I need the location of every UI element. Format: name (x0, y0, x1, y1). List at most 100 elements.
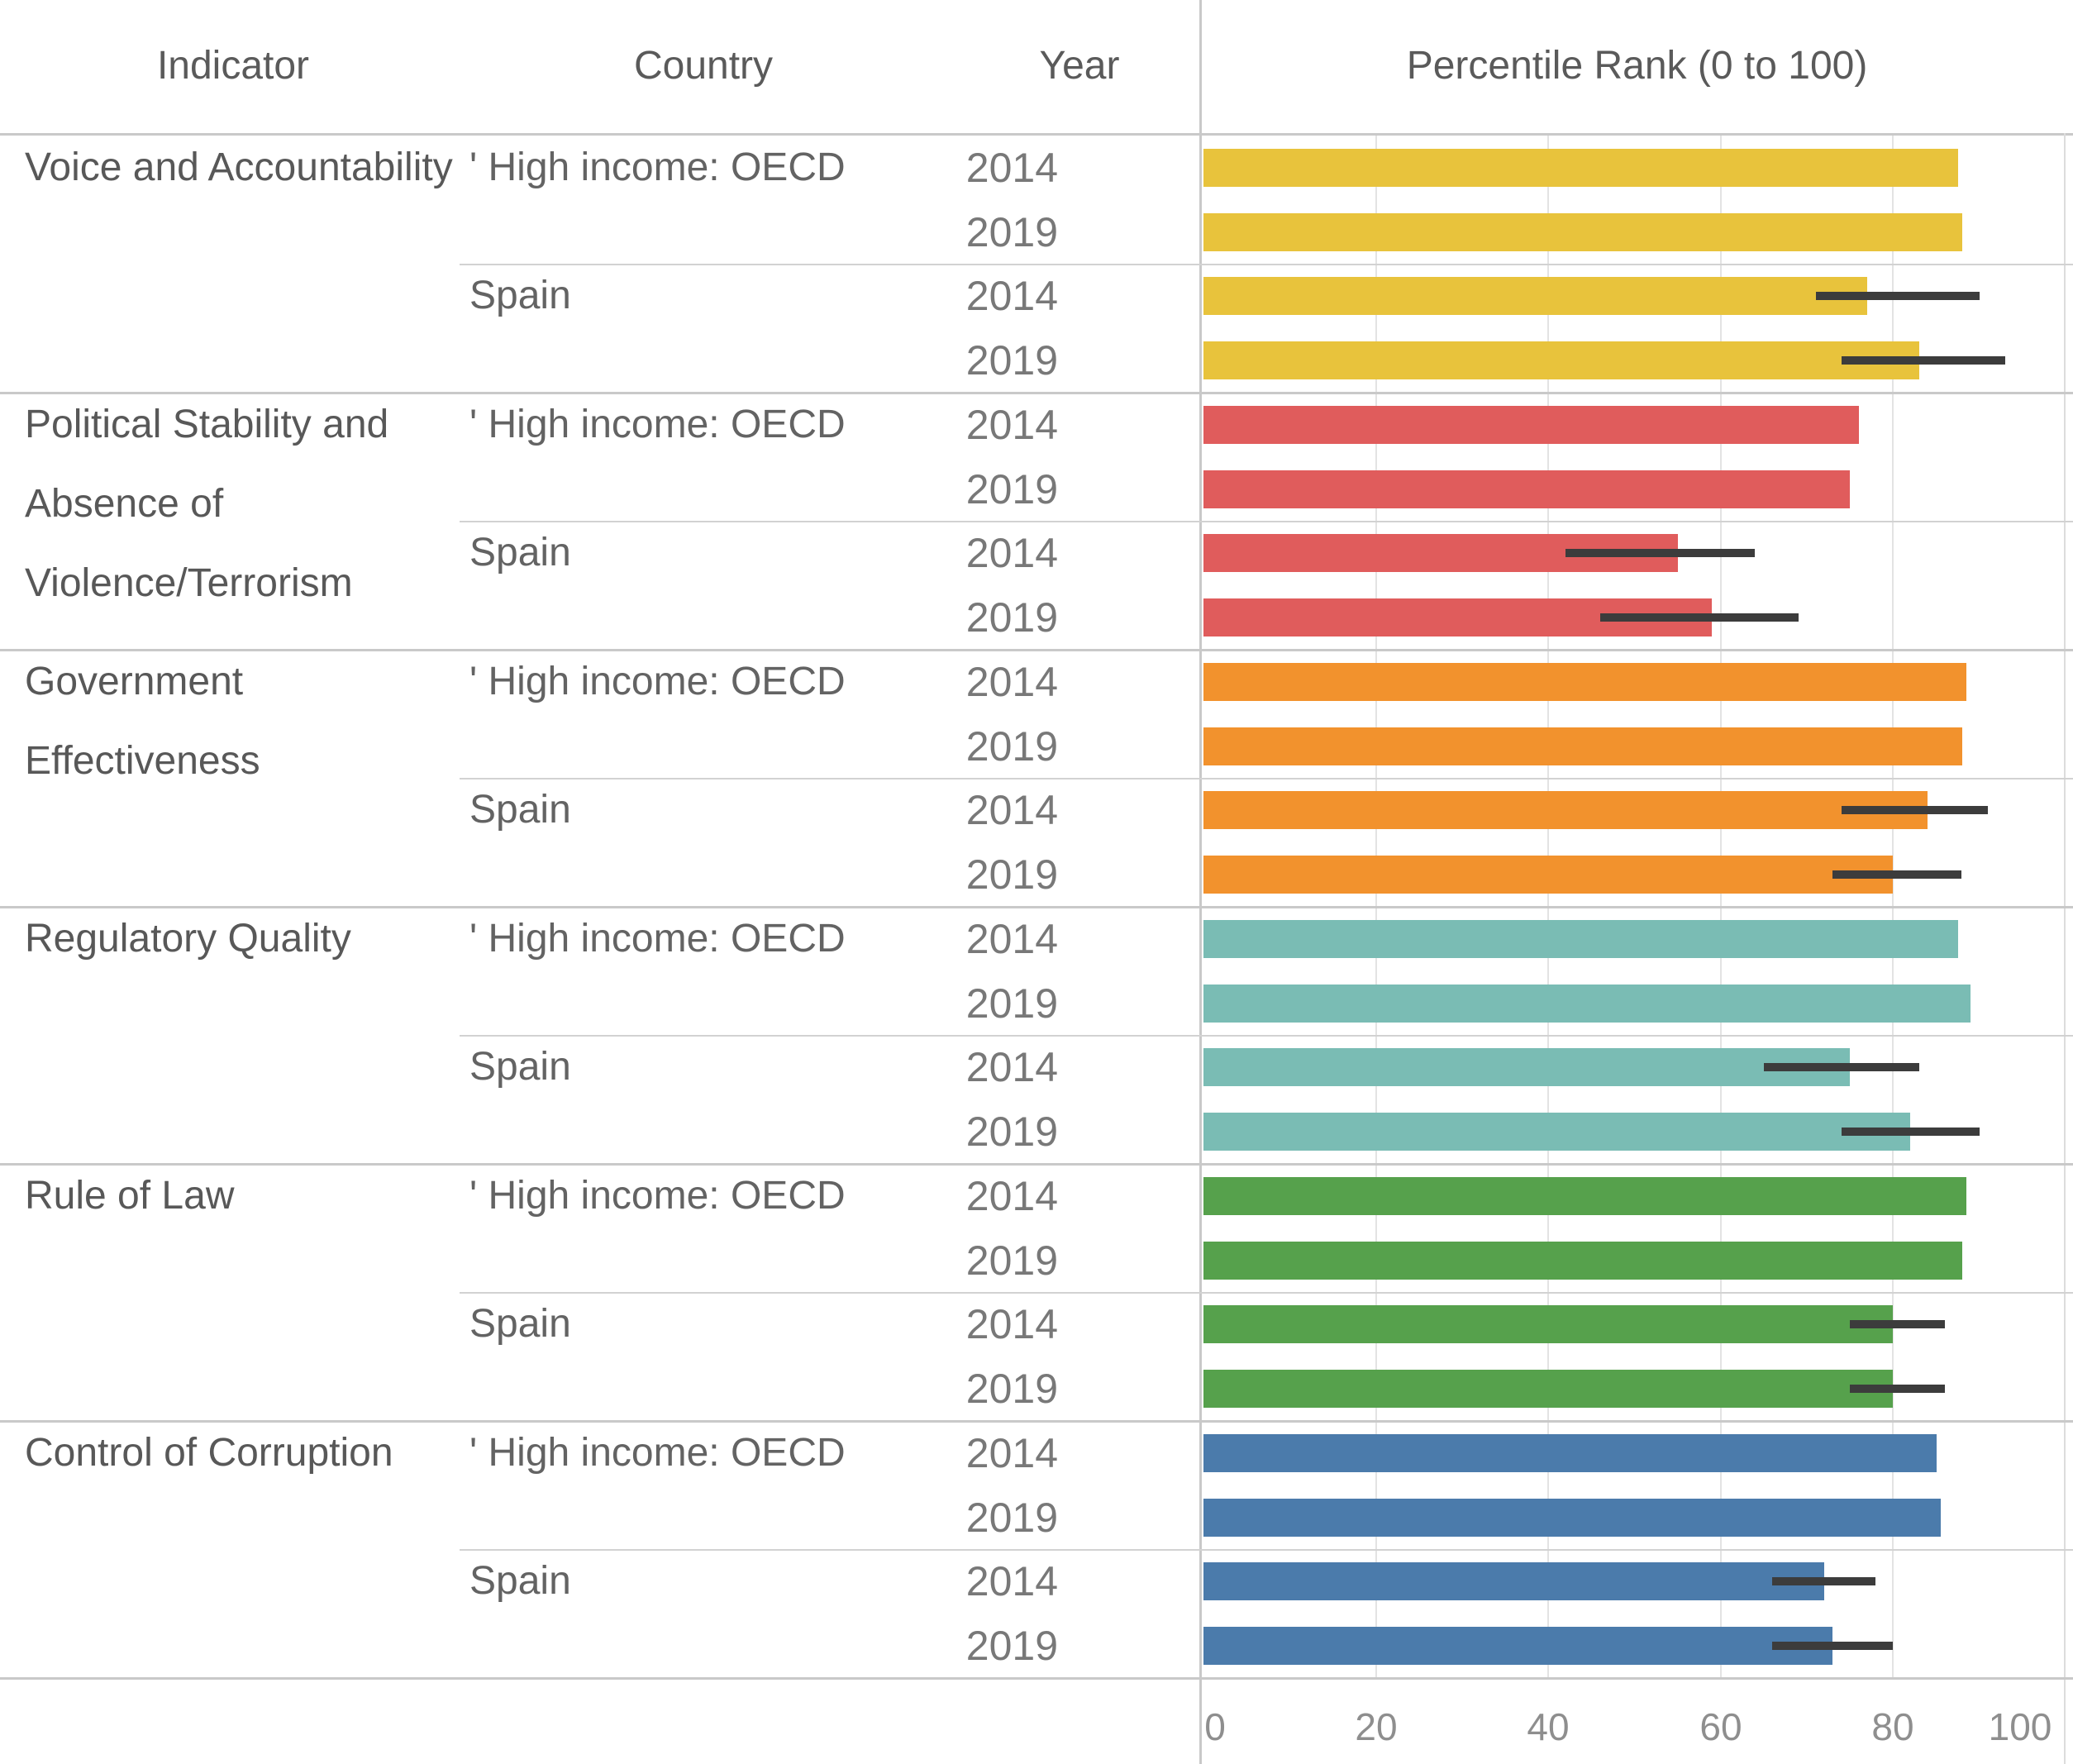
year-label: 2019 (965, 1108, 1058, 1155)
year-label: 2014 (965, 916, 1058, 962)
percentile-rank-bar[interactable] (1203, 663, 1966, 701)
indicator-label-line: Control of Corruption (25, 1431, 393, 1475)
country-label: ' High income: OECD (469, 1431, 846, 1475)
year-label: 2014 (965, 1558, 1058, 1604)
indicator-label: Voice and Accountability (25, 128, 463, 207)
indicator-label-line: Voice and Accountability (25, 145, 453, 189)
percentile-rank-bar[interactable] (1203, 1242, 1962, 1280)
percentile-rank-bar[interactable] (1203, 470, 1850, 508)
indicator-label: Control of Corruption (25, 1414, 463, 1493)
axis-tick-label: 40 (1527, 1705, 1570, 1748)
indicator-label: Political Stability and Absence of Violenc… (25, 385, 463, 623)
year-label: 2014 (965, 1301, 1058, 1347)
country-group-separator (460, 264, 2073, 265)
axis-tick-label: 60 (1699, 1705, 1742, 1748)
percentile-rank-bar[interactable] (1203, 1434, 1937, 1472)
percentile-rank-bar[interactable] (1203, 1499, 1941, 1537)
percentile-rank-bar[interactable] (1203, 1305, 1893, 1343)
error-bar (1832, 870, 1961, 879)
percentile-rank-bar[interactable] (1203, 406, 1859, 444)
year-label: 2019 (965, 1495, 1058, 1541)
country-group-separator (460, 1549, 2073, 1551)
year-label: 2014 (965, 145, 1058, 191)
axis-tick-label: 20 (1355, 1705, 1398, 1748)
header-percentile-rank: Percentile Rank (0 to 100) (1406, 44, 1868, 88)
year-label: 2014 (965, 1173, 1058, 1219)
indicator-label-line: Violence/Terrorism (25, 561, 353, 605)
country-label: Spain (469, 788, 571, 832)
year-label: 2014 (965, 1430, 1058, 1476)
year-label: 2014 (965, 273, 1058, 319)
section-separator-line (0, 906, 2073, 908)
year-label: 2019 (965, 851, 1058, 898)
country-label: Spain (469, 274, 571, 317)
percentile-rank-bar[interactable] (1203, 727, 1962, 765)
year-label: 2014 (965, 1044, 1058, 1090)
error-bar (1772, 1577, 1875, 1585)
year-label: 2019 (965, 723, 1058, 770)
country-label: ' High income: OECD (469, 917, 846, 961)
year-label: 2019 (965, 1237, 1058, 1284)
percentile-rank-bar[interactable] (1203, 985, 1971, 1023)
country-label: Spain (469, 1302, 571, 1346)
header-country: Country (633, 44, 774, 88)
indicator-label-line: Regulatory Quality (25, 917, 351, 961)
year-label: 2019 (965, 1623, 1058, 1669)
indicator-label: Regulatory Quality (25, 899, 463, 979)
indicator-label: Government Effectiveness (25, 642, 463, 801)
error-bar (1842, 1128, 1980, 1136)
percentile-rank-bar[interactable] (1203, 1562, 1824, 1600)
year-label: 2019 (965, 209, 1058, 255)
error-bar (1565, 549, 1755, 557)
percentile-rank-bar[interactable] (1203, 791, 1928, 829)
country-label: Spain (469, 1045, 571, 1089)
country-label: ' High income: OECD (469, 1174, 846, 1218)
percentile-rank-bar[interactable] (1203, 1627, 1832, 1665)
year-label: 2014 (965, 659, 1058, 705)
indicator-label-line: Effectiveness (25, 739, 260, 783)
percentile-rank-bar[interactable] (1203, 856, 1893, 894)
indicator-label-line: Rule of Law (25, 1174, 235, 1218)
country-group-separator (460, 1292, 2073, 1294)
error-bar (1816, 292, 1980, 300)
section-separator-line (0, 1163, 2073, 1166)
year-label: 2014 (965, 402, 1058, 448)
header-separator-line (0, 133, 2073, 136)
percentile-rank-bar[interactable] (1203, 1177, 1966, 1215)
axis-tick-label: 100 (1988, 1705, 2052, 1748)
indicator-label: Rule of Law (25, 1156, 463, 1236)
country-label: ' High income: OECD (469, 403, 846, 446)
country-group-separator (460, 778, 2073, 779)
percentile-rank-bar[interactable] (1203, 1113, 1910, 1151)
error-bar (1850, 1385, 1945, 1393)
header-indicator: Indicator (156, 44, 310, 88)
percentile-rank-bar[interactable] (1203, 341, 1919, 379)
percentile-rank-bar[interactable] (1203, 1048, 1850, 1086)
percentile-rank-bar[interactable] (1203, 277, 1867, 315)
section-separator-line (0, 1420, 2073, 1423)
error-bar (1764, 1063, 1919, 1071)
error-bar (1850, 1320, 1945, 1328)
section-separator-line (0, 1677, 2073, 1680)
error-bar (1600, 613, 1799, 622)
year-label: 2019 (965, 1366, 1058, 1412)
axis-tick-label: 80 (1871, 1705, 1914, 1748)
indicator-label-line: Government (25, 660, 244, 703)
percentile-rank-bar[interactable] (1203, 149, 1958, 187)
year-label: 2014 (965, 530, 1058, 576)
percentile-rank-bar[interactable] (1203, 920, 1958, 958)
error-bar (1772, 1642, 1893, 1650)
axis-tick-label: 0 (1204, 1705, 1226, 1748)
section-separator-line (0, 392, 2073, 394)
year-label: 2019 (965, 980, 1058, 1027)
plot-right-border (2064, 133, 2066, 1764)
country-label: ' High income: OECD (469, 660, 846, 703)
percentile-rank-bar[interactable] (1203, 1370, 1893, 1408)
country-group-separator (460, 521, 2073, 522)
country-label: Spain (469, 531, 571, 574)
year-label: 2014 (965, 787, 1058, 833)
year-label: 2019 (965, 594, 1058, 641)
percentile-rank-bar[interactable] (1203, 213, 1962, 251)
header-year: Year (1039, 44, 1120, 88)
